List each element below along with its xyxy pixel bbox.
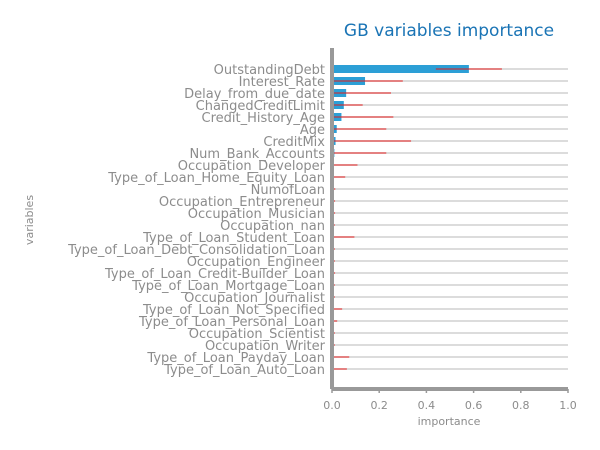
- y-tick-label: Type_of_Loan_Personal_Loan: [138, 315, 325, 330]
- chart-title: GB variables importance: [344, 21, 554, 41]
- y-tick-label: Delay_from_due_date: [184, 87, 325, 102]
- y-tick-label: Type_of_Loan_Auto_Loan: [163, 363, 325, 378]
- y-tick-label: Occupation_Entrepreneur: [159, 195, 326, 210]
- y-tick-label: Type_of_Loan_Student_Loan: [142, 231, 325, 246]
- y-axis-label: variables: [23, 195, 36, 245]
- x-tick-label: 0.8: [512, 399, 530, 412]
- x-tick-label: 0.6: [465, 399, 483, 412]
- x-tick-label: 0.0: [323, 399, 341, 412]
- y-tick-label: ChangedCreditLimit: [196, 99, 325, 114]
- y-tick-label: Occupation_Developer: [178, 159, 326, 174]
- bar: [332, 65, 469, 73]
- error-bars: [332, 68, 502, 370]
- y-tick-label: Type_of_Loan_Credit-Builder_Loan: [104, 267, 325, 282]
- y-tick-label: Occupation_Musician: [188, 207, 325, 222]
- y-tick-label: Occupation_Scientist: [189, 327, 325, 342]
- y-tick-label: Type_of_Loan_Debt_Consolidation_Loan: [67, 243, 325, 258]
- bars: [332, 65, 469, 373]
- y-tick-label: Credit_History_Age: [202, 111, 326, 126]
- y-tick-label: OutstandingDebt: [214, 63, 325, 78]
- x-tick-label: 0.2: [370, 399, 388, 412]
- y-tick-label: Type_of_Loan_Payday_Loan: [146, 351, 325, 366]
- x-axis-label: importance: [418, 415, 481, 428]
- x-tick-label: 1.0: [559, 399, 577, 412]
- y-tick-label: Occupation_Journalist: [184, 291, 325, 306]
- y-tick-label: Occupation_nan: [220, 219, 325, 234]
- y-tick-label: NumofLoan: [251, 183, 325, 198]
- y-tick-label: Occupation_Engineer: [187, 255, 326, 270]
- y-tick-label: Type_of_Loan_Home_Equity_Loan: [107, 171, 325, 186]
- y-tick-label: Num_Bank_Accounts: [189, 147, 325, 162]
- y-tick-label: Interest_Rate: [239, 75, 325, 90]
- grid: [332, 68, 568, 370]
- y-tick-label: CreditMix: [263, 135, 325, 150]
- x-tick-labels: 0.0 0.2 0.4 0.6 0.8 1.0: [323, 389, 577, 412]
- y-tick-label: Type_of_Loan_Not_Specified: [142, 303, 325, 318]
- y-tick-label: Type_of_Loan_Mortgage_Loan: [131, 279, 325, 294]
- y-tick-labels: OutstandingDebtInterest_RateDelay_from_d…: [67, 63, 326, 378]
- y-tick-label: Occupation_Writer: [205, 339, 326, 354]
- x-tick-label: 0.4: [418, 399, 436, 412]
- y-tick-label: Age: [300, 123, 325, 138]
